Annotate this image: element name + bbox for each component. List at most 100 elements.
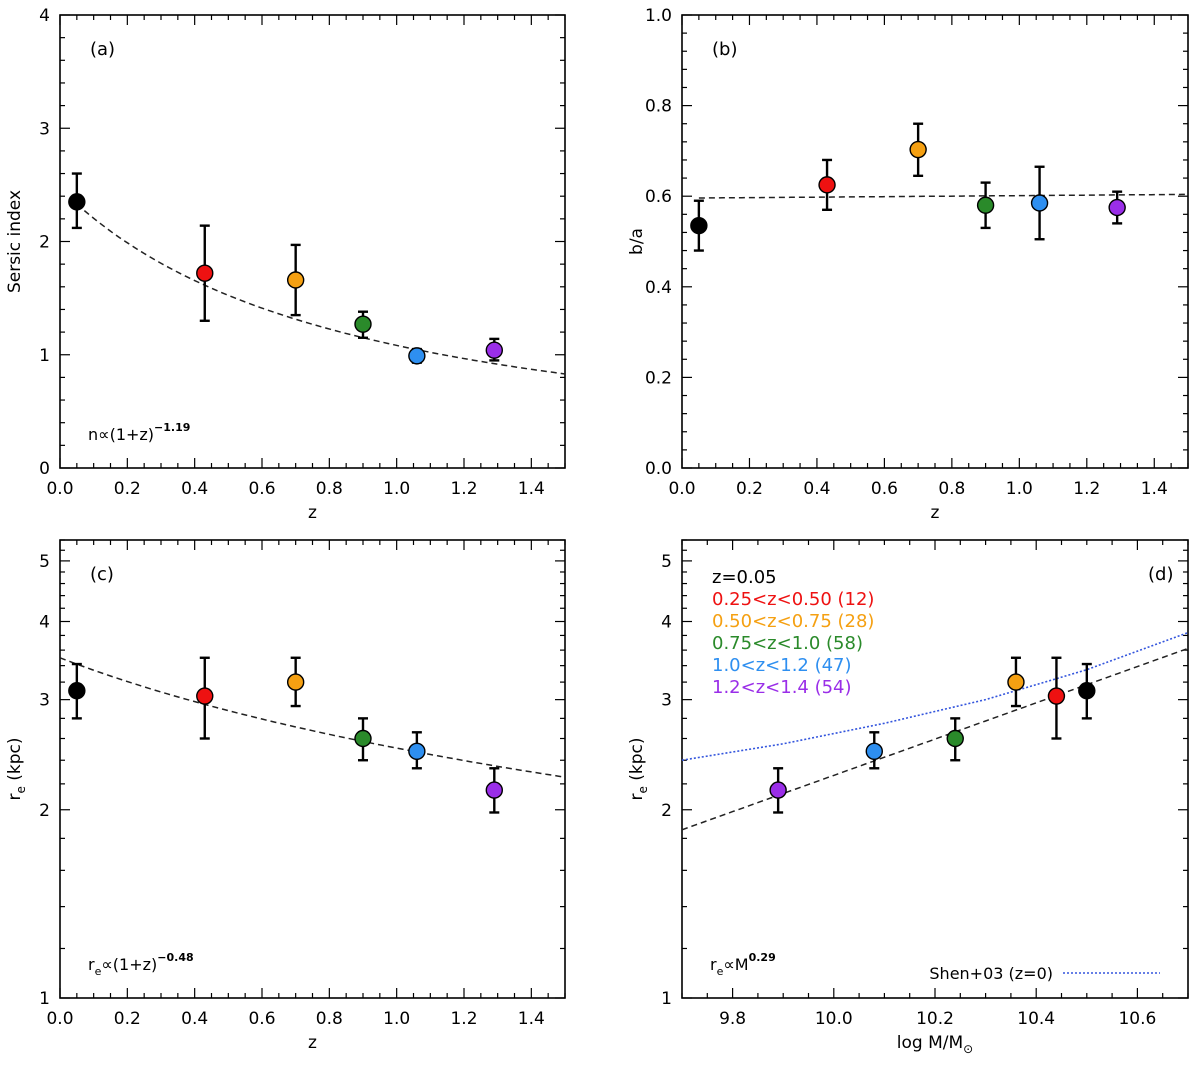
data-point-green bbox=[946, 729, 964, 748]
data-point-orange bbox=[286, 673, 305, 691]
x-tick-label: 1.0 bbox=[383, 1009, 410, 1029]
data-point-purple bbox=[1108, 198, 1126, 217]
y-tick-label: 0.6 bbox=[645, 187, 672, 207]
data-point-black bbox=[1078, 682, 1096, 700]
x-tick-label: 0.0 bbox=[46, 1009, 73, 1029]
y-tick-label: 3 bbox=[39, 691, 50, 711]
x-axis-label: z bbox=[931, 503, 940, 523]
x-tick-label: 0.6 bbox=[248, 479, 275, 499]
data-point-black bbox=[690, 216, 708, 235]
data-point-red bbox=[196, 687, 214, 705]
x-tick-label: 0.8 bbox=[316, 1009, 343, 1029]
x-tick-label: 0.2 bbox=[114, 1009, 141, 1029]
y-axis-label: b/a bbox=[627, 228, 647, 255]
panel-label: (c) bbox=[90, 564, 114, 585]
y-axis-label: re (kpc) bbox=[5, 737, 28, 800]
y-tick-label: 4 bbox=[39, 6, 50, 26]
data-point-purple bbox=[485, 341, 503, 359]
y-tick-label: 3 bbox=[661, 691, 672, 711]
data-point-blue bbox=[1030, 194, 1049, 212]
x-tick-label: 0.0 bbox=[46, 479, 73, 499]
data-point-red bbox=[196, 264, 214, 282]
panel-c-frame bbox=[59, 539, 566, 999]
x-tick-label: 0.8 bbox=[938, 479, 965, 499]
data-point-blue bbox=[408, 347, 426, 365]
panel-label: (a) bbox=[90, 39, 115, 60]
data-point-black bbox=[68, 682, 86, 700]
x-tick-label: 0.6 bbox=[871, 479, 898, 499]
x-tick-label: 0.2 bbox=[114, 479, 141, 499]
data-point-orange bbox=[1007, 673, 1025, 691]
x-tick-label: 0.6 bbox=[248, 1009, 275, 1029]
shen03-legend-label: Shen+03 (z=0) bbox=[929, 964, 1053, 983]
x-axis-label: z bbox=[308, 503, 317, 523]
y-tick-label: 1 bbox=[39, 989, 50, 1009]
y-tick-label: 0 bbox=[39, 459, 50, 479]
x-tick-label: 1.2 bbox=[1073, 479, 1100, 499]
y-tick-label: 0.2 bbox=[645, 368, 672, 388]
data-point-black bbox=[68, 193, 86, 211]
x-tick-label: 9.8 bbox=[719, 1009, 746, 1029]
y-tick-label: 0.4 bbox=[645, 278, 672, 298]
data-point-red bbox=[1047, 687, 1066, 705]
x-tick-label: 1.4 bbox=[518, 1009, 545, 1029]
panel-a: 0.0 0.2 0.4 0.6 0.8 1.0 1.2 1.4 0 1 2 3 4 z Sersic ind… bbox=[5, 6, 566, 523]
x-tick-label: 1.4 bbox=[1141, 479, 1168, 499]
y-tick-label: 2 bbox=[39, 801, 50, 821]
legend-entry: 0.25<z<0.50 (12) bbox=[712, 589, 874, 610]
data-point-purple bbox=[769, 781, 787, 799]
data-point-orange bbox=[286, 271, 305, 289]
x-tick-label: 10.4 bbox=[1017, 1009, 1055, 1029]
x-tick-label: 0.4 bbox=[803, 479, 830, 499]
legend-entry: 0.75<z<1.0 (58) bbox=[712, 633, 863, 654]
y-tick-label: 1 bbox=[39, 346, 50, 366]
x-tick-label: 1.0 bbox=[383, 479, 410, 499]
x-axis-label: log M/M⊙ bbox=[897, 1033, 973, 1056]
relation-annotation: re∝(1+z)−0.48 bbox=[88, 951, 194, 978]
panel-a-frame bbox=[59, 14, 566, 469]
y-tick-label: 4 bbox=[661, 613, 672, 633]
data-point-green bbox=[354, 315, 372, 333]
x-tick-label: 0.4 bbox=[181, 479, 208, 499]
y-tick-label: 2 bbox=[39, 233, 50, 253]
x-tick-label: 1.4 bbox=[518, 479, 545, 499]
panel-label: (d) bbox=[1148, 564, 1173, 585]
data-point-purple bbox=[485, 781, 503, 799]
x-tick-label: 10.0 bbox=[815, 1009, 853, 1029]
x-tick-label: 1.2 bbox=[450, 479, 477, 499]
relation-annotation: n∝(1+z)−1.19 bbox=[88, 421, 190, 444]
fit-line bbox=[698, 193, 1188, 199]
legend-entry: 1.2<z<1.4 (54) bbox=[712, 677, 852, 698]
y-tick-label: 1.0 bbox=[645, 6, 672, 26]
x-tick-label: 0.0 bbox=[668, 479, 695, 499]
panel-c: 0.0 0.2 0.4 0.6 0.8 1.0 1.2 1.4 1 2 3 4 5 z re (kpc) (c… bbox=[5, 539, 566, 1053]
x-tick-label: 10.2 bbox=[916, 1009, 954, 1029]
legend-entry: 1.0<z<1.2 (47) bbox=[712, 655, 852, 676]
data-point-red bbox=[818, 176, 836, 194]
y-tick-label: 3 bbox=[39, 119, 50, 139]
x-tick-label: 0.4 bbox=[181, 1009, 208, 1029]
x-axis-label: z bbox=[308, 1033, 317, 1053]
x-tick-label: 1.0 bbox=[1006, 479, 1033, 499]
data-point-orange bbox=[909, 140, 927, 159]
y-tick-label: 4 bbox=[39, 613, 50, 633]
data-point-blue bbox=[865, 742, 883, 761]
legend-entry: 0.50<z<0.75 (28) bbox=[712, 611, 874, 632]
x-tick-label: 0.8 bbox=[316, 479, 343, 499]
data-point-green bbox=[976, 196, 995, 214]
y-axis-label: Sersic index bbox=[5, 190, 25, 293]
x-tick-label: 1.2 bbox=[450, 1009, 477, 1029]
y-tick-label: 0.0 bbox=[645, 459, 672, 479]
panel-label: (b) bbox=[712, 39, 737, 60]
y-tick-label: 2 bbox=[661, 801, 672, 821]
legend-entry: z=0.05 bbox=[712, 567, 777, 588]
panel-b-frame bbox=[681, 14, 1189, 469]
y-tick-label: 5 bbox=[661, 552, 672, 572]
y-tick-label: 1 bbox=[661, 989, 672, 1009]
relation-annotation: re∝M0.29 bbox=[710, 951, 776, 978]
panel-d: 9.8 10.0 10.2 10.4 10.6 1 2 3 4 5 log M/M⊙ re (kpc)… bbox=[627, 539, 1189, 1056]
y-axis-label: re (kpc) bbox=[627, 737, 650, 800]
x-tick-label: 10.6 bbox=[1118, 1009, 1156, 1029]
y-tick-label: 5 bbox=[39, 552, 50, 572]
